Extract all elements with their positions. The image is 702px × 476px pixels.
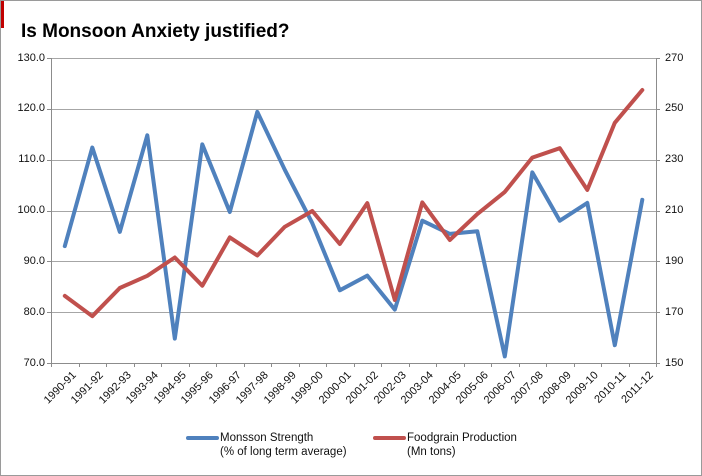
left-axis-tick-label: 100.0 <box>17 204 45 216</box>
legend-label-foodgrain: Foodgrain Production <box>407 432 517 444</box>
legend-sub-foodgrain: (Mn tons) <box>407 446 456 458</box>
right-axis-tick-label: 170 <box>665 305 684 318</box>
left-axis-tick-label: 80.0 <box>23 305 45 318</box>
legend-item-monsoon: Monsson Strength (% of long term average… <box>186 431 347 459</box>
legend-item-foodgrain: Foodgrain Production (Mn tons) <box>373 431 517 459</box>
foodgrain-production-swatch <box>373 436 406 440</box>
left-axis-tick-label: 120.0 <box>17 102 45 115</box>
monsoon-strength-line <box>62 109 645 359</box>
legend-sub-monsoon: (% of long term average) <box>220 446 347 458</box>
corner-red-mark <box>1 1 4 28</box>
left-axis-tick-label: 70.0 <box>23 356 45 369</box>
right-axis-tick-label: 230 <box>665 153 684 166</box>
monsoon-strength-swatch <box>186 436 219 440</box>
left-axis-tick-label: 90.0 <box>23 254 45 267</box>
legend-label-monsoon: Monsson Strength <box>220 432 314 444</box>
right-axis-tick-label: 270 <box>665 51 684 64</box>
legend: Monsson Strength (% of long term average… <box>1 431 701 467</box>
right-axis-tick-label: 150 <box>665 356 684 369</box>
left-axis-tick-label: 130.0 <box>17 51 45 64</box>
right-axis-tick-label: 210 <box>665 204 684 216</box>
right-axis-tick-label: 250 <box>665 102 684 115</box>
right-axis-tick-label: 190 <box>665 254 684 267</box>
chart-title: Is Monsoon Anxiety justified? <box>21 21 290 42</box>
foodgrain-production-line <box>62 88 645 319</box>
left-axis-tick-label: 110.0 <box>18 153 45 166</box>
